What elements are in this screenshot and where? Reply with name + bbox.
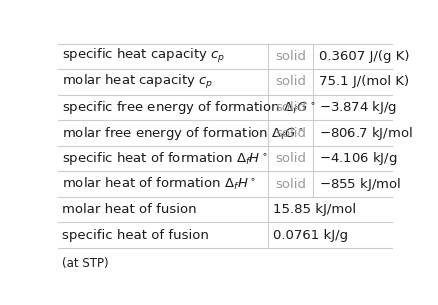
Text: 75.1 J/(mol K): 75.1 J/(mol K) bbox=[318, 75, 408, 88]
Text: (at STP): (at STP) bbox=[61, 257, 108, 270]
Text: molar heat of fusion: molar heat of fusion bbox=[62, 203, 197, 216]
Text: $-$4.106 kJ/g: $-$4.106 kJ/g bbox=[318, 150, 396, 167]
Text: 0.3607 J/(g K): 0.3607 J/(g K) bbox=[318, 50, 408, 63]
Text: solid: solid bbox=[274, 127, 305, 139]
Text: solid: solid bbox=[274, 50, 305, 63]
Text: specific heat capacity $c_p$: specific heat capacity $c_p$ bbox=[62, 47, 225, 65]
Text: solid: solid bbox=[274, 75, 305, 88]
Text: 0.0761 kJ/g: 0.0761 kJ/g bbox=[272, 229, 347, 242]
Text: 15.85 kJ/mol: 15.85 kJ/mol bbox=[272, 203, 355, 216]
Text: molar heat capacity $c_p$: molar heat capacity $c_p$ bbox=[62, 73, 213, 91]
Text: $-$806.7 kJ/mol: $-$806.7 kJ/mol bbox=[318, 124, 411, 142]
Text: specific heat of formation $\Delta_f H^\circ$: specific heat of formation $\Delta_f H^\… bbox=[62, 150, 268, 167]
Text: specific heat of fusion: specific heat of fusion bbox=[62, 229, 209, 242]
Text: solid: solid bbox=[274, 152, 305, 165]
Text: solid: solid bbox=[274, 178, 305, 191]
Text: molar heat of formation $\Delta_f H^\circ$: molar heat of formation $\Delta_f H^\cir… bbox=[62, 176, 256, 192]
Text: specific free energy of formation $\Delta_f G^\circ$: specific free energy of formation $\Delt… bbox=[62, 99, 315, 116]
Text: solid: solid bbox=[274, 101, 305, 114]
Text: molar free energy of formation $\Delta_f G^\circ$: molar free energy of formation $\Delta_f… bbox=[62, 124, 303, 142]
Text: $-$3.874 kJ/g: $-$3.874 kJ/g bbox=[318, 99, 396, 116]
Text: $-$855 kJ/mol: $-$855 kJ/mol bbox=[318, 176, 400, 193]
